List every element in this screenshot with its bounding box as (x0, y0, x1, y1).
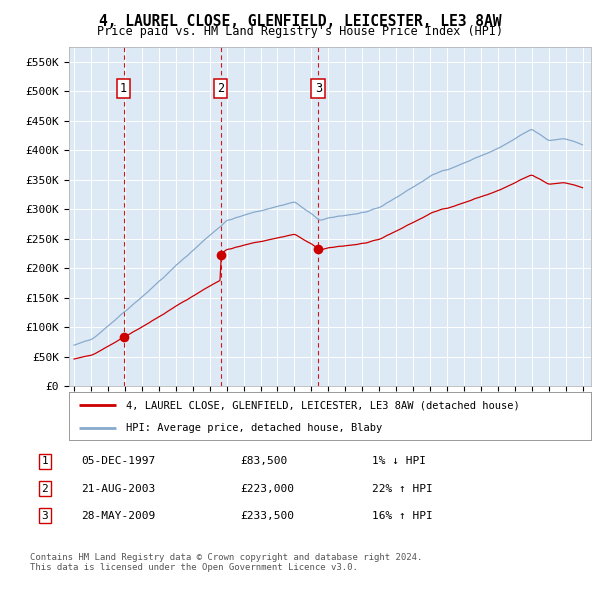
Text: 3: 3 (315, 82, 322, 95)
Text: 28-MAY-2009: 28-MAY-2009 (81, 511, 155, 520)
Text: Price paid vs. HM Land Registry's House Price Index (HPI): Price paid vs. HM Land Registry's House … (97, 25, 503, 38)
Text: 1: 1 (120, 82, 127, 95)
Text: £233,500: £233,500 (240, 511, 294, 520)
Text: 3: 3 (41, 511, 49, 520)
Text: 1: 1 (41, 457, 49, 466)
Text: 21-AUG-2003: 21-AUG-2003 (81, 484, 155, 493)
Text: HPI: Average price, detached house, Blaby: HPI: Average price, detached house, Blab… (127, 423, 383, 432)
Text: 2: 2 (217, 82, 224, 95)
Text: 1% ↓ HPI: 1% ↓ HPI (372, 457, 426, 466)
Text: 22% ↑ HPI: 22% ↑ HPI (372, 484, 433, 493)
Text: £223,000: £223,000 (240, 484, 294, 493)
Text: 2: 2 (41, 484, 49, 493)
Text: 16% ↑ HPI: 16% ↑ HPI (372, 511, 433, 520)
Text: 4, LAUREL CLOSE, GLENFIELD, LEICESTER, LE3 8AW (detached house): 4, LAUREL CLOSE, GLENFIELD, LEICESTER, L… (127, 400, 520, 410)
Text: £83,500: £83,500 (240, 457, 287, 466)
Text: 4, LAUREL CLOSE, GLENFIELD, LEICESTER, LE3 8AW: 4, LAUREL CLOSE, GLENFIELD, LEICESTER, L… (99, 14, 501, 28)
Text: 05-DEC-1997: 05-DEC-1997 (81, 457, 155, 466)
Text: Contains HM Land Registry data © Crown copyright and database right 2024.: Contains HM Land Registry data © Crown c… (30, 553, 422, 562)
Text: This data is licensed under the Open Government Licence v3.0.: This data is licensed under the Open Gov… (30, 563, 358, 572)
